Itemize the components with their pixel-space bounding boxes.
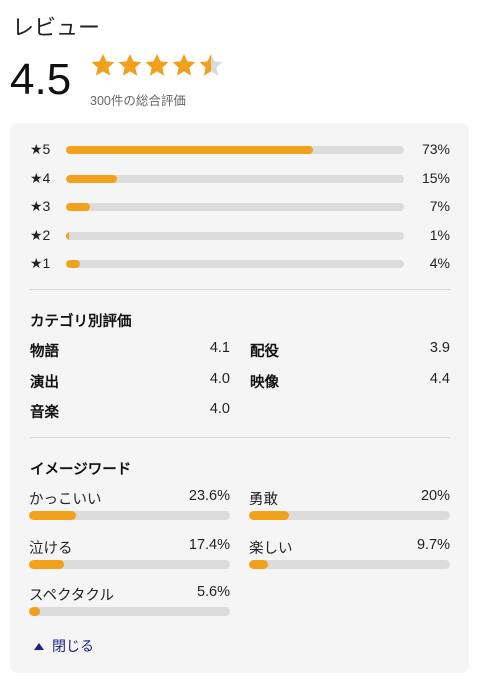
rating-bar-label: ★5 (30, 141, 51, 157)
collapse-label: 閉じる (52, 638, 94, 654)
rating-bar-5: ★5 73% (30, 141, 450, 159)
category-visuals: 映像 4.4 (250, 371, 450, 391)
category-name: 物語 (30, 344, 59, 360)
category-name: 配役 (250, 344, 279, 360)
category-name: 音楽 (30, 405, 59, 421)
image-word-fill (249, 511, 290, 520)
star-icon (144, 52, 170, 78)
rating-bar-fill (66, 260, 80, 268)
star-icon (90, 52, 116, 78)
divider (30, 437, 450, 438)
image-word-percent: 17.4% (188, 537, 230, 553)
image-word-track (29, 607, 230, 616)
divider (30, 289, 450, 290)
image-word-name: 泣ける (29, 541, 73, 557)
category-direction: 演出 4.0 (30, 371, 230, 391)
rating-bar-percent: 7% (429, 198, 450, 214)
rating-bar-2: ★2 1% (30, 227, 450, 245)
rating-bar-percent: 1% (429, 227, 450, 243)
caret-up-icon (34, 642, 44, 650)
image-word-fill (29, 511, 77, 520)
rating-bar-percent: 4% (429, 255, 450, 271)
image-word-percent: 9.7% (416, 537, 450, 553)
image-word-track (29, 560, 230, 569)
category-name: 映像 (250, 375, 279, 391)
image-word-name: かっこいい (29, 492, 102, 508)
rating-bar-label: ★3 (30, 198, 51, 214)
rating-bar-fill (66, 203, 90, 211)
category-name: 演出 (30, 375, 59, 391)
image-word-fill (29, 560, 64, 569)
star-icon (171, 52, 197, 78)
image-word-track (249, 511, 450, 520)
rating-bar-3: ★3 7% (30, 198, 450, 216)
image-word-fill (29, 607, 41, 616)
image-words-title: イメージワード (30, 462, 132, 478)
image-word-track (249, 560, 450, 569)
image-word-item: かっこいい 23.6% (29, 488, 230, 528)
image-word-name: 勇敢 (249, 492, 278, 508)
category-music: 音楽 4.0 (30, 401, 230, 421)
image-word-item: 楽しい 9.7% (249, 537, 450, 577)
rating-bar-track (66, 146, 404, 154)
rating-bar-label: ★2 (30, 227, 51, 243)
rating-bar-track (66, 232, 404, 240)
average-score: 4.5 (10, 55, 72, 104)
rating-details-panel: ★5 73% ★4 15% ★3 7% ★2 1% ★1 4% カテゴリ別評価 … (10, 123, 469, 673)
category-value: 4.0 (209, 401, 230, 417)
image-word-percent: 20% (420, 488, 450, 504)
image-word-track (29, 511, 230, 520)
rating-bar-track (66, 260, 404, 268)
rating-bar-4: ★4 15% (30, 170, 450, 188)
image-word-item: 勇敢 20% (249, 488, 450, 528)
page-title: レビュー (12, 15, 101, 40)
rating-bar-fill (66, 146, 313, 154)
image-word-percent: 5.6% (196, 584, 230, 600)
total-ratings: 300件の総合評価 (90, 94, 186, 108)
image-word-item: 泣ける 17.4% (29, 537, 230, 577)
category-value: 4.1 (209, 340, 230, 356)
category-value: 3.9 (429, 340, 450, 356)
category-ratings-title: カテゴリ別評価 (30, 314, 132, 330)
star-icon (117, 52, 143, 78)
image-word-name: 楽しい (249, 541, 293, 557)
star-icon (198, 52, 224, 78)
rating-bar-fill (66, 232, 70, 240)
category-value: 4.0 (209, 371, 230, 387)
rating-bar-1: ★1 4% (30, 255, 450, 273)
category-story: 物語 4.1 (30, 340, 230, 360)
collapse-button[interactable]: 閉じる (34, 636, 94, 656)
rating-bar-label: ★4 (30, 170, 51, 186)
rating-bar-track (66, 203, 404, 211)
rating-bar-percent: 73% (421, 141, 450, 157)
category-cast: 配役 3.9 (250, 340, 450, 360)
image-word-fill (249, 560, 269, 569)
image-word-percent: 23.6% (188, 488, 230, 504)
rating-bar-label: ★1 (30, 255, 51, 271)
category-value: 4.4 (429, 371, 450, 387)
image-word-name: スペクタクル (29, 588, 114, 604)
rating-bar-percent: 15% (421, 170, 450, 186)
rating-bar-fill (66, 175, 117, 183)
rating-bar-track (66, 175, 404, 183)
star-rating (90, 52, 224, 80)
image-word-item: スペクタクル 5.6% (29, 584, 230, 624)
